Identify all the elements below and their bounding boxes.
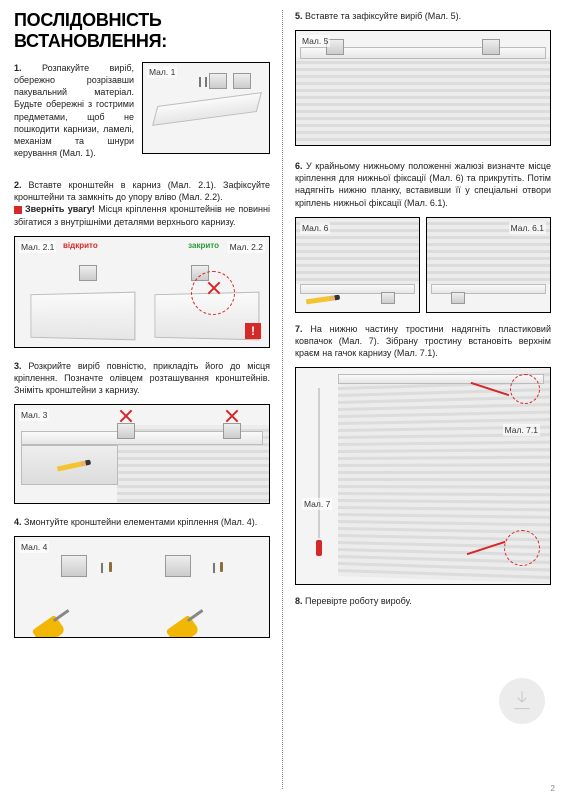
step-2-body: Вставте кронштейн в карниз (Мал. 2.1). З… (14, 180, 270, 202)
fig-4: Мал. 4 (14, 536, 270, 638)
drill-icon (21, 598, 79, 639)
step-3-num: 3. (14, 361, 22, 371)
fig-1-label: Мал. 1 (147, 66, 177, 78)
anno-closed: закрито (188, 241, 219, 250)
step-5-text: 5. Вставте та зафіксуйте виріб (Мал. 5). (295, 10, 551, 22)
anno-open: відкрито (63, 241, 98, 250)
column-divider (282, 10, 283, 789)
fig-6: Мал. 6 (295, 217, 420, 313)
fig-7: Мал. 7 Мал. 7.1 (295, 367, 551, 585)
step-1-text: 1. Розпакуйте виріб, обережно розрізавши… (14, 62, 134, 159)
step-4-text: 4. Змонтуйте кронштейни елементами кріпл… (14, 516, 270, 528)
fig-6-1: Мал. 6.1 (426, 217, 551, 313)
pencil-icon (306, 294, 340, 304)
step-5-body: Вставте та зафіксуйте виріб (Мал. 5). (305, 11, 461, 21)
step-7-body: На нижню частину тростини надягніть плас… (295, 324, 551, 358)
page-number: 2 (551, 784, 555, 793)
step-4-body: Змонтуйте кронштейни елементами кріпленн… (24, 517, 257, 527)
step-6-text: 6. У крайньому нижньому положенні жалюзі… (295, 160, 551, 209)
x-mark-icon (119, 409, 133, 423)
step-6-num: 6. (295, 161, 303, 171)
fig-6-row: Мал. 6 Мал. 6.1 (295, 217, 551, 313)
left-column: ПОСЛІДОВНІСТЬ ВСТАНОВЛЕННЯ: 1. Розпакуйт… (14, 10, 280, 789)
fig-6-label: Мал. 6 (300, 222, 330, 234)
step-7-text: 7. На нижню частину тростини надягніть п… (295, 323, 551, 359)
step-5-num: 5. (295, 11, 303, 21)
fig-5-label: Мал. 5 (300, 35, 330, 47)
fig-5: Мал. 5 (295, 30, 551, 146)
fig-7-label: Мал. 7 (302, 498, 332, 510)
page-title: ПОСЛІДОВНІСТЬ ВСТАНОВЛЕННЯ: (14, 10, 270, 52)
step-3-text: 3. Розкрийте виріб повністю, прикладіть … (14, 360, 270, 396)
step-2-num: 2. (14, 180, 22, 190)
step-1: 1. Розпакуйте виріб, обережно розрізавши… (14, 62, 270, 167)
alert-icon: ! (245, 323, 261, 339)
step-2-warn-label: Зверніть увагу! (25, 204, 95, 214)
fig-2b-label: Мал. 2.2 (228, 241, 265, 253)
fig-1: Мал. 1 (142, 62, 270, 154)
step-8-num: 8. (295, 596, 303, 606)
fig-4-label: Мал. 4 (19, 541, 49, 553)
download-watermark-icon (499, 678, 545, 724)
step-4-num: 4. (14, 517, 22, 527)
fig-3: Мал. 3 (14, 404, 270, 504)
step-3-body: Розкрийте виріб повністю, прикладіть йог… (14, 361, 270, 395)
fig-2a-label: Мал. 2.1 (19, 241, 56, 253)
step-1-num: 1. (14, 63, 22, 73)
warn-icon (14, 206, 22, 214)
step-8-body: Перевірте роботу виробу. (305, 596, 412, 606)
fig-7-1-label: Мал. 7.1 (503, 424, 540, 436)
fig-6-1-label: Мал. 6.1 (509, 222, 546, 234)
fig-3-label: Мал. 3 (19, 409, 49, 421)
step-2-text: 2. Вставте кронштейн в карниз (Мал. 2.1)… (14, 179, 270, 228)
step-7-num: 7. (295, 324, 303, 334)
x-mark-icon (225, 409, 239, 423)
step-6-body: У крайньому нижньому положенні жалюзі ви… (295, 161, 551, 207)
step-1-body: Розпакуйте виріб, обережно розрізавши па… (14, 63, 134, 158)
fig-2: Мал. 2.1 відкрито закрито Мал. 2.2 ! (14, 236, 270, 348)
drill-icon (155, 598, 213, 639)
step-8-text: 8. Перевірте роботу виробу. (295, 595, 551, 607)
right-column: 5. Вставте та зафіксуйте виріб (Мал. 5).… (285, 10, 551, 789)
